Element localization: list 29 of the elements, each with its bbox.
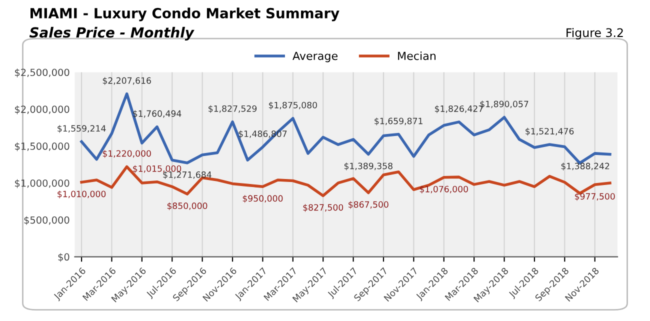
data-label: $1,388,242 xyxy=(561,162,610,170)
caption: Figure 3.2 xyxy=(566,28,623,40)
chart-title: MIAMI - Luxury Condo Market Summary xyxy=(30,8,340,22)
data-label: $1,220,000 xyxy=(102,150,151,158)
data-label: $1,010,000 xyxy=(58,190,106,198)
legend-label: Average xyxy=(292,52,338,62)
data-label: $1,875,080 xyxy=(268,102,317,110)
data-label: $977,500 xyxy=(575,192,615,201)
y-tick-label: $1,000,000 xyxy=(15,179,70,188)
data-label: $2,207,616 xyxy=(102,77,151,85)
y-tick-label: $0 xyxy=(58,253,70,262)
data-label: $1,076,000 xyxy=(420,186,468,194)
data-label: $1,389,358 xyxy=(344,162,392,170)
data-label: $1,521,476 xyxy=(526,128,574,136)
chart-subtitle: Sales Price - Monthly xyxy=(29,26,194,40)
y-tick-label: $500,000 xyxy=(24,216,70,226)
data-label: $1,827,529 xyxy=(208,105,257,114)
data-label: $850,000 xyxy=(167,202,208,210)
data-label: $1,659,871 xyxy=(374,118,422,126)
data-label: $827,500 xyxy=(303,204,344,212)
data-label: $867,500 xyxy=(348,201,388,209)
data-label: $950,000 xyxy=(242,194,283,203)
y-tick-label: $1,500,000 xyxy=(15,142,70,152)
y-tick-label: $2,000,000 xyxy=(15,105,70,114)
legend-label: Mecian xyxy=(398,51,436,60)
data-label: $1,559,214 xyxy=(58,125,106,133)
y-tick-label: $2,500,000 xyxy=(15,68,70,78)
data-label: $1,271,684 xyxy=(163,171,212,180)
data-label: $1,015,000 xyxy=(133,165,182,174)
